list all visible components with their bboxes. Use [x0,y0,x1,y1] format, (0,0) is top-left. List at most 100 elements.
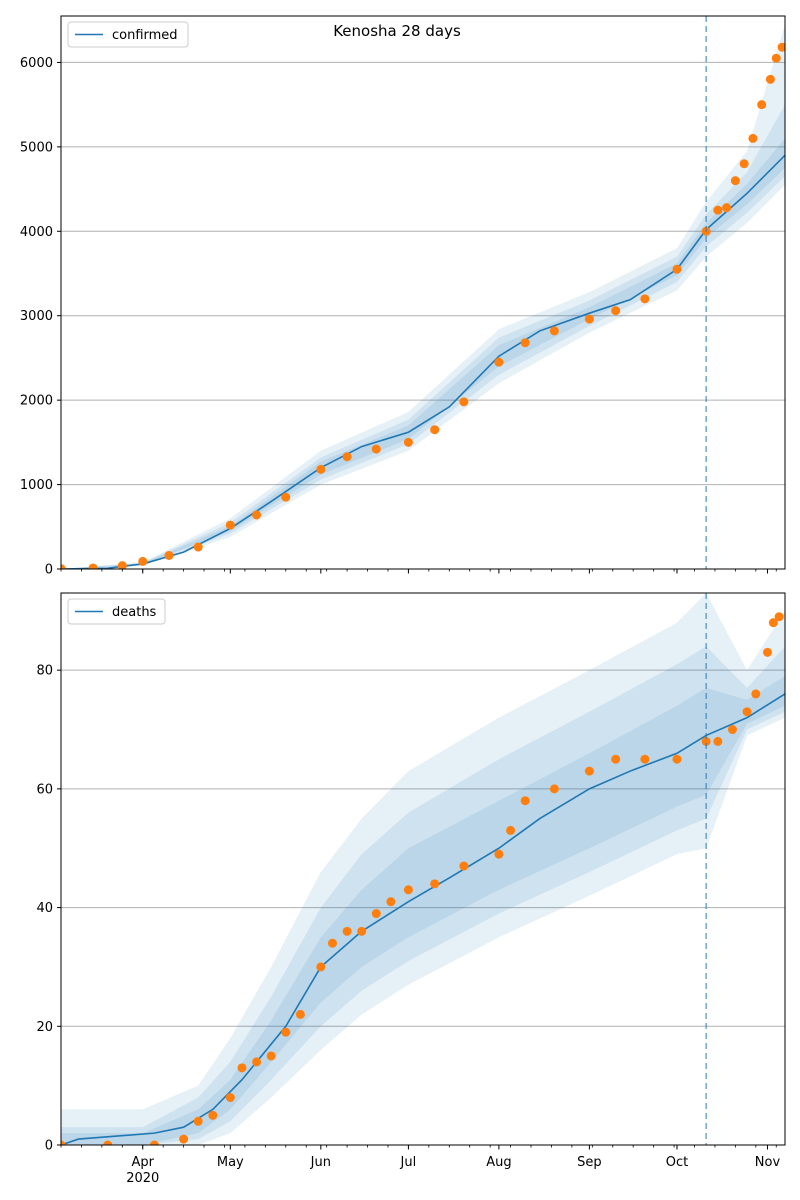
observed-point [193,542,203,552]
observed-point [430,879,440,889]
y-tick-label: 2000 [20,394,53,409]
axes-frame [60,592,786,1146]
observed-point [739,159,749,169]
observed-point [316,962,326,972]
observed-point [342,926,352,936]
observed-point [777,42,785,52]
x-tick-label: Sep [577,1155,602,1170]
observed-point [61,564,66,569]
x-tick-label: Aug [486,1155,511,1170]
y-tick-label: 20 [36,1020,53,1035]
observed-point [61,1140,66,1145]
observed-point [252,1057,262,1067]
legend: confirmed [67,21,189,48]
observed-point [164,550,174,560]
observed-point [611,306,621,316]
observed-point [765,74,775,84]
observed-point [403,437,413,447]
legend-label: deaths [112,605,157,620]
observed-point [520,338,530,348]
x-tick-label: Nov [755,1155,781,1170]
figure-title: Kenosha 28 days [333,22,461,40]
axes-frame [60,15,786,570]
uncertainty-band [61,24,785,569]
confirmed-panel: 0 1000 2000 3000 4000 5000 6000 confirmed [20,15,786,578]
observed-point [494,357,504,367]
observed-point [179,1134,189,1144]
observed-point [771,53,781,63]
observed-point [430,425,440,435]
uncertainty-band [61,104,785,569]
observed-point [640,754,650,764]
x-tick-label: Apr [131,1155,154,1170]
x-tick-label: Jul [400,1155,417,1170]
observed-point [742,707,752,717]
observed-point [757,100,767,110]
observed-point [225,520,235,530]
legend-box [67,21,189,48]
observed-point [252,510,262,520]
y-tick-label: 6000 [20,56,53,71]
observed-point [403,885,413,895]
observed-point [266,1051,276,1061]
observed-point [225,1093,235,1103]
observed-point [520,796,530,806]
uncertainty-band [61,646,785,1145]
observed-point [713,736,723,746]
observed-point [774,612,784,622]
observed-point [103,1140,113,1145]
observed-point [727,725,737,735]
observed-point [138,556,148,566]
observed-point [459,397,469,407]
observed-point [459,861,469,871]
observed-point [328,938,337,948]
observed-point [371,444,381,454]
y-tick-label: 60 [36,782,53,797]
observed-point [295,1009,305,1019]
observed-point [611,754,621,764]
observed-point [371,909,381,919]
observed-point [672,754,682,764]
model-line [61,154,785,569]
model-line [61,693,785,1145]
y-tick-label: 80 [36,664,53,679]
observed-point [584,314,594,324]
observed-point [281,492,291,502]
observed-point [237,1063,247,1073]
observed-point [494,849,504,859]
observed-point [549,326,559,336]
x-tick-label: Oct [666,1155,688,1170]
uncertainty-band [61,593,785,1145]
observed-point [117,561,127,569]
deaths-panel: 0 20 40 60 80 Apr May Jun Jul Aug Sep Oct Nov 2020 dea… [36,592,786,1186]
x-year-label: 2020 [126,1171,159,1186]
observed-point [386,897,396,907]
legend: deaths [67,598,166,625]
observed-point [713,205,723,215]
observed-point [149,1140,159,1145]
y-tick-label: 40 [36,901,53,916]
y-tick-label: 1000 [20,478,53,493]
observed-point [722,203,732,213]
observed-point [281,1027,291,1037]
observed-point [751,689,761,699]
observed-point [549,784,559,794]
observed-point [640,294,650,304]
observed-point [584,766,594,776]
y-tick-label: 0 [45,1139,53,1154]
x-tick-label: Jun [310,1155,331,1170]
observed-point [672,264,682,274]
observed-point [193,1116,203,1126]
observed-point [208,1110,218,1120]
observed-point [701,736,711,746]
legend-label: confirmed [112,28,178,43]
legend-box [67,598,166,625]
observed-point [748,133,758,143]
y-tick-label: 5000 [20,140,53,155]
y-tick-label: 4000 [20,225,53,240]
observed-point [506,825,516,835]
observed-point [88,563,98,569]
y-tick-label: 3000 [20,309,53,324]
observed-point [316,464,326,474]
